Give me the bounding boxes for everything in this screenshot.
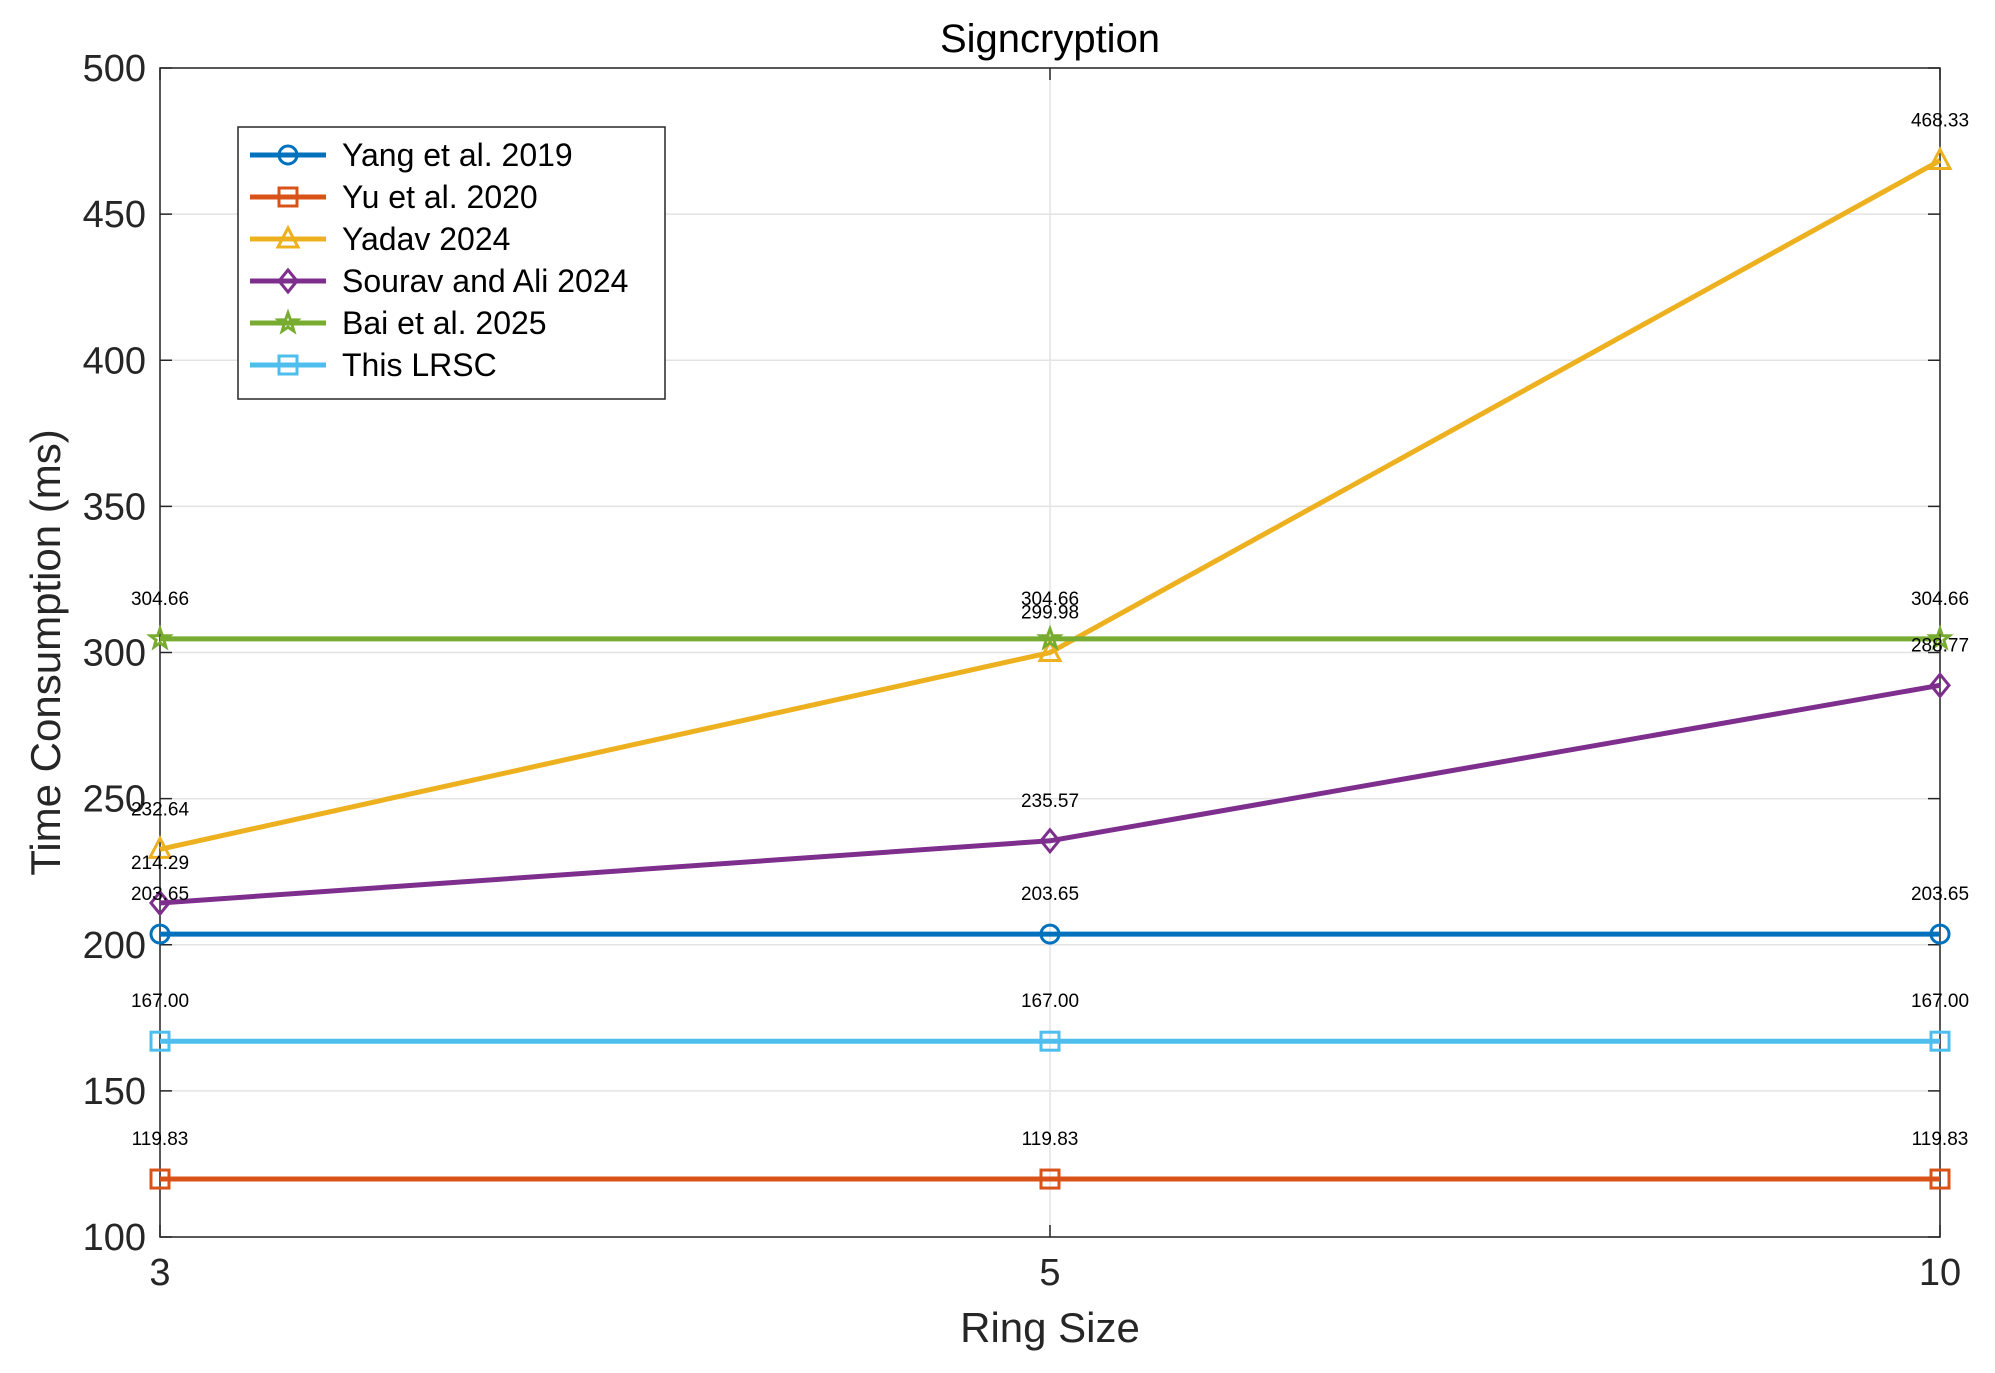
x-tick-label: 5: [1039, 1252, 1060, 1294]
legend-label: Sourav and Ali 2024: [342, 263, 628, 299]
data-label: 203.65: [1911, 884, 1969, 905]
y-tick-label: 300: [83, 633, 146, 675]
series-0: [149, 923, 1951, 945]
data-point: [1036, 624, 1064, 651]
data-point: [1927, 146, 1953, 171]
legend-label: Yang et al. 2019: [342, 137, 573, 173]
data-label: 304.66: [1911, 589, 1969, 610]
data-point: [1929, 923, 1951, 945]
data-labels: 203.65 203.65 203.65 119.83 119.83 119.83 232.…: [131, 111, 1969, 1150]
data-label: 203.65: [131, 884, 189, 905]
data-point: [1039, 923, 1061, 945]
legend-label: Yadav 2024: [342, 221, 510, 257]
data-label: 119.83: [1022, 1129, 1079, 1150]
data-label: 235.57: [1021, 791, 1079, 812]
data-point: [149, 923, 171, 945]
legend-label: This LRSC: [342, 347, 497, 383]
data-label: 167.00: [1911, 991, 1969, 1012]
y-tick-label: 400: [83, 340, 146, 382]
data-label: 304.66: [1021, 589, 1079, 610]
legend-item: Sourav and Ali 2024: [250, 263, 628, 299]
series-1: [149, 1168, 1951, 1190]
legend-marker: [277, 354, 299, 376]
series-group: [146, 146, 1954, 1190]
data-point: [149, 889, 171, 917]
legend-marker: [277, 144, 299, 166]
data-label: 167.00: [1021, 991, 1079, 1012]
data-point: [1929, 671, 1951, 699]
data-label: 468.33: [1911, 111, 1969, 132]
data-label: 167.00: [131, 991, 189, 1012]
legend-box: [237, 126, 666, 400]
legend-item: This LRSC: [250, 347, 497, 383]
data-point: [1039, 1168, 1061, 1190]
legend-item: Yadav 2024: [250, 221, 510, 257]
series-line: [159, 158, 1942, 852]
data-point: [149, 1030, 171, 1052]
y-tick-label: 150: [83, 1071, 146, 1113]
data-point: [1039, 1030, 1061, 1052]
data-label: 304.66: [131, 589, 189, 610]
data-point: [146, 624, 174, 651]
data-point: [1929, 1168, 1951, 1190]
x-tick-label: 10: [1919, 1252, 1961, 1294]
y-tick-label: 350: [83, 486, 146, 528]
data-label: 203.65: [1021, 884, 1079, 905]
data-point: [147, 835, 173, 859]
data-point: [1926, 624, 1954, 651]
y-tick-label: 450: [83, 194, 146, 236]
series-5: [149, 1030, 1951, 1052]
data-label: 299.98: [1021, 603, 1079, 624]
data-label: 214.29: [131, 853, 189, 874]
y-tick-label: 500: [83, 48, 146, 90]
series-3: [149, 671, 1951, 917]
y-axis-title: Time Consumption (ms): [22, 429, 69, 876]
legend-item: Yang et al. 2019: [250, 137, 573, 173]
y-tick-label: 100: [83, 1217, 146, 1259]
y-tick-label: 200: [83, 925, 146, 967]
chart-title: Signcryption: [940, 17, 1160, 61]
data-label: 119.83: [132, 1129, 189, 1150]
x-tick-label: 3: [149, 1252, 170, 1294]
data-point: [149, 1168, 171, 1190]
legend-marker: [275, 224, 301, 249]
data-label: 288.77: [1911, 635, 1969, 656]
series-4: [146, 624, 1954, 651]
x-axis-title: Ring Size: [960, 1304, 1140, 1351]
y-tick-label: 250: [83, 779, 146, 821]
series-line: [159, 682, 1941, 906]
series-2: [147, 146, 1953, 859]
legend-marker: [277, 267, 299, 295]
data-label: 232.64: [131, 799, 190, 820]
data-point: [1037, 638, 1063, 663]
tick-labels: 100 150 200 250 300 350 400 450 500 3 5 10: [83, 48, 1962, 1294]
data-point: [1929, 1030, 1951, 1052]
legend: Yang et al. 2019 Yu et al. 2020 Yadav 2024…: [237, 126, 666, 400]
data-label: 119.83: [1912, 1129, 1969, 1150]
data-point: [1039, 827, 1061, 855]
legend-label: Bai et al. 2025: [342, 305, 547, 341]
legend-item: Bai et al. 2025: [250, 305, 547, 341]
legend-marker: [277, 186, 299, 208]
legend-marker: [274, 308, 302, 335]
legend-item: Yu et al. 2020: [250, 179, 538, 215]
legend-label: Yu et al. 2020: [342, 179, 538, 215]
